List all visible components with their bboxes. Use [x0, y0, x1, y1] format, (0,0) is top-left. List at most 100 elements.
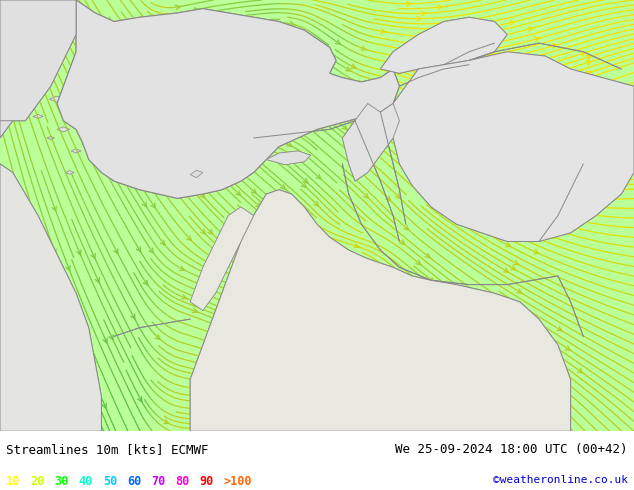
- FancyArrowPatch shape: [406, 1, 412, 6]
- Polygon shape: [342, 103, 399, 181]
- FancyArrowPatch shape: [544, 217, 550, 221]
- FancyArrowPatch shape: [181, 81, 187, 85]
- FancyArrowPatch shape: [381, 133, 386, 138]
- FancyArrowPatch shape: [533, 249, 538, 253]
- FancyArrowPatch shape: [346, 85, 351, 89]
- Text: 20: 20: [30, 475, 44, 489]
- FancyArrowPatch shape: [181, 295, 188, 299]
- FancyArrowPatch shape: [448, 184, 453, 188]
- FancyArrowPatch shape: [578, 368, 583, 373]
- FancyArrowPatch shape: [226, 417, 231, 421]
- FancyArrowPatch shape: [429, 278, 434, 282]
- FancyArrowPatch shape: [358, 80, 364, 84]
- FancyArrowPatch shape: [200, 422, 205, 427]
- FancyArrowPatch shape: [505, 243, 510, 246]
- Polygon shape: [266, 151, 311, 165]
- Polygon shape: [204, 184, 214, 189]
- FancyArrowPatch shape: [39, 237, 43, 242]
- Polygon shape: [380, 17, 507, 74]
- FancyArrowPatch shape: [513, 83, 519, 87]
- FancyArrowPatch shape: [35, 21, 39, 25]
- Polygon shape: [266, 151, 311, 165]
- FancyArrowPatch shape: [230, 406, 235, 410]
- Polygon shape: [65, 171, 74, 174]
- FancyArrowPatch shape: [346, 67, 351, 71]
- FancyArrowPatch shape: [131, 314, 135, 319]
- Polygon shape: [71, 149, 81, 153]
- FancyArrowPatch shape: [530, 152, 536, 156]
- FancyArrowPatch shape: [41, 303, 45, 308]
- FancyArrowPatch shape: [288, 130, 293, 134]
- FancyArrowPatch shape: [138, 397, 142, 402]
- Polygon shape: [221, 180, 236, 187]
- FancyArrowPatch shape: [259, 245, 264, 250]
- FancyArrowPatch shape: [528, 27, 534, 31]
- FancyArrowPatch shape: [250, 375, 257, 380]
- FancyArrowPatch shape: [238, 306, 243, 311]
- FancyArrowPatch shape: [210, 331, 217, 335]
- FancyArrowPatch shape: [457, 335, 462, 339]
- FancyArrowPatch shape: [77, 250, 81, 255]
- Polygon shape: [342, 103, 399, 181]
- FancyArrowPatch shape: [462, 74, 468, 79]
- FancyArrowPatch shape: [149, 248, 153, 253]
- FancyArrowPatch shape: [160, 240, 165, 245]
- Text: 80: 80: [175, 475, 189, 489]
- FancyArrowPatch shape: [316, 174, 321, 179]
- FancyArrowPatch shape: [212, 59, 217, 63]
- FancyArrowPatch shape: [151, 203, 155, 208]
- FancyArrowPatch shape: [537, 200, 543, 205]
- FancyArrowPatch shape: [303, 178, 307, 183]
- Text: 40: 40: [79, 475, 93, 489]
- FancyArrowPatch shape: [595, 183, 600, 188]
- FancyArrowPatch shape: [514, 261, 519, 265]
- FancyArrowPatch shape: [194, 8, 200, 12]
- FancyArrowPatch shape: [143, 280, 148, 285]
- FancyArrowPatch shape: [204, 165, 209, 170]
- Polygon shape: [57, 0, 399, 198]
- FancyArrowPatch shape: [434, 334, 439, 339]
- FancyArrowPatch shape: [553, 175, 559, 180]
- FancyArrowPatch shape: [247, 58, 253, 63]
- FancyArrowPatch shape: [362, 355, 366, 359]
- FancyArrowPatch shape: [200, 27, 206, 31]
- FancyArrowPatch shape: [425, 253, 430, 258]
- FancyArrowPatch shape: [179, 267, 184, 270]
- FancyArrowPatch shape: [519, 138, 525, 142]
- Text: 70: 70: [151, 475, 165, 489]
- FancyArrowPatch shape: [364, 194, 368, 198]
- FancyArrowPatch shape: [361, 46, 368, 50]
- FancyArrowPatch shape: [541, 188, 548, 192]
- FancyArrowPatch shape: [94, 141, 98, 146]
- FancyArrowPatch shape: [354, 244, 360, 247]
- FancyArrowPatch shape: [396, 194, 400, 198]
- FancyArrowPatch shape: [474, 169, 478, 172]
- FancyArrowPatch shape: [14, 346, 18, 351]
- FancyArrowPatch shape: [52, 249, 56, 254]
- FancyArrowPatch shape: [474, 147, 481, 151]
- Polygon shape: [393, 52, 634, 242]
- FancyArrowPatch shape: [425, 279, 430, 283]
- FancyArrowPatch shape: [213, 84, 219, 89]
- FancyArrowPatch shape: [332, 317, 336, 321]
- Polygon shape: [0, 0, 38, 138]
- FancyArrowPatch shape: [381, 308, 385, 312]
- FancyArrowPatch shape: [319, 112, 324, 117]
- Polygon shape: [190, 190, 571, 431]
- FancyArrowPatch shape: [287, 142, 292, 146]
- Polygon shape: [190, 207, 254, 311]
- FancyArrowPatch shape: [254, 67, 259, 72]
- FancyArrowPatch shape: [460, 19, 466, 24]
- FancyArrowPatch shape: [200, 193, 205, 198]
- FancyArrowPatch shape: [333, 284, 339, 288]
- FancyArrowPatch shape: [192, 308, 198, 313]
- Polygon shape: [190, 171, 203, 178]
- FancyArrowPatch shape: [416, 260, 421, 265]
- FancyArrowPatch shape: [551, 234, 557, 239]
- FancyArrowPatch shape: [235, 113, 242, 118]
- FancyArrowPatch shape: [503, 268, 508, 272]
- FancyArrowPatch shape: [468, 335, 473, 340]
- Text: 60: 60: [127, 475, 141, 489]
- Polygon shape: [190, 171, 203, 178]
- FancyArrowPatch shape: [236, 246, 242, 250]
